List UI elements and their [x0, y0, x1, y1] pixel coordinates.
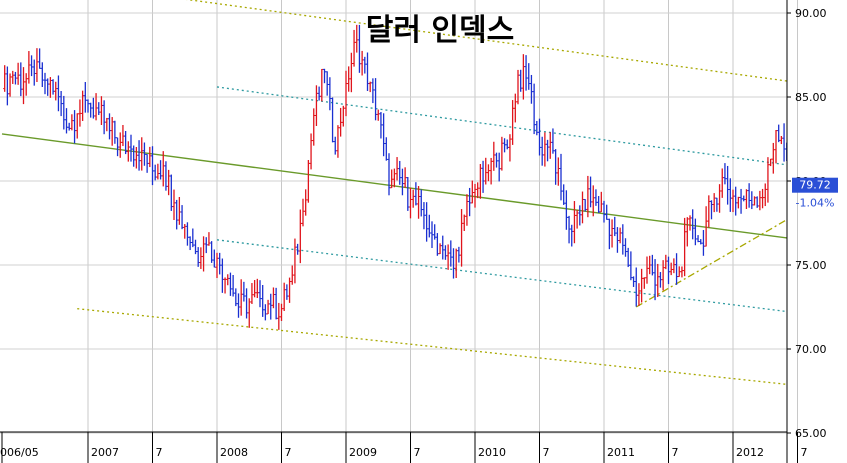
x-tick-label: 2010 [478, 446, 506, 459]
y-tick-label: 65.00 [795, 427, 827, 440]
y-tick-label: 90.00 [795, 7, 827, 20]
x-tick-label: 7 [801, 446, 808, 459]
x-axis-ticks: 006/052007720087200972010720117201272013… [0, 432, 808, 463]
last-price-value: 79.72 [799, 179, 831, 192]
x-tick-label: 2009 [349, 446, 377, 459]
horizontal-gridlines [0, 12, 787, 434]
price-bars [3, 24, 787, 330]
plot-area [1, 0, 787, 386]
x-tick-label: 2011 [607, 446, 635, 459]
y-tick-label: 85.00 [795, 91, 827, 104]
x-tick-label: 006/05 [0, 446, 39, 459]
x-tick-label: 7 [414, 446, 421, 459]
chart-title: 달러 인덱스 [366, 13, 514, 48]
x-tick-label: 2012 [736, 446, 764, 459]
last-price-box [792, 177, 838, 193]
last-price-change: -1.04% [796, 197, 835, 210]
trend-line-mid-channel [1, 133, 787, 239]
x-tick-label: 7 [156, 446, 163, 459]
x-tick-label: 7 [543, 446, 550, 459]
y-tick-label: 70.00 [795, 343, 827, 356]
y-tick-label: 75.00 [795, 259, 827, 272]
trend-line-rising-support [635, 218, 787, 308]
trend-line-lower-mid-channel [216, 239, 787, 313]
x-tick-label: 2008 [220, 446, 248, 459]
x-tick-label: 7 [672, 446, 679, 459]
x-tick-label: 7 [285, 446, 292, 459]
x-tick-label: 2007 [91, 446, 119, 459]
last-price-marker: 79.72 -1.04% [792, 177, 838, 210]
